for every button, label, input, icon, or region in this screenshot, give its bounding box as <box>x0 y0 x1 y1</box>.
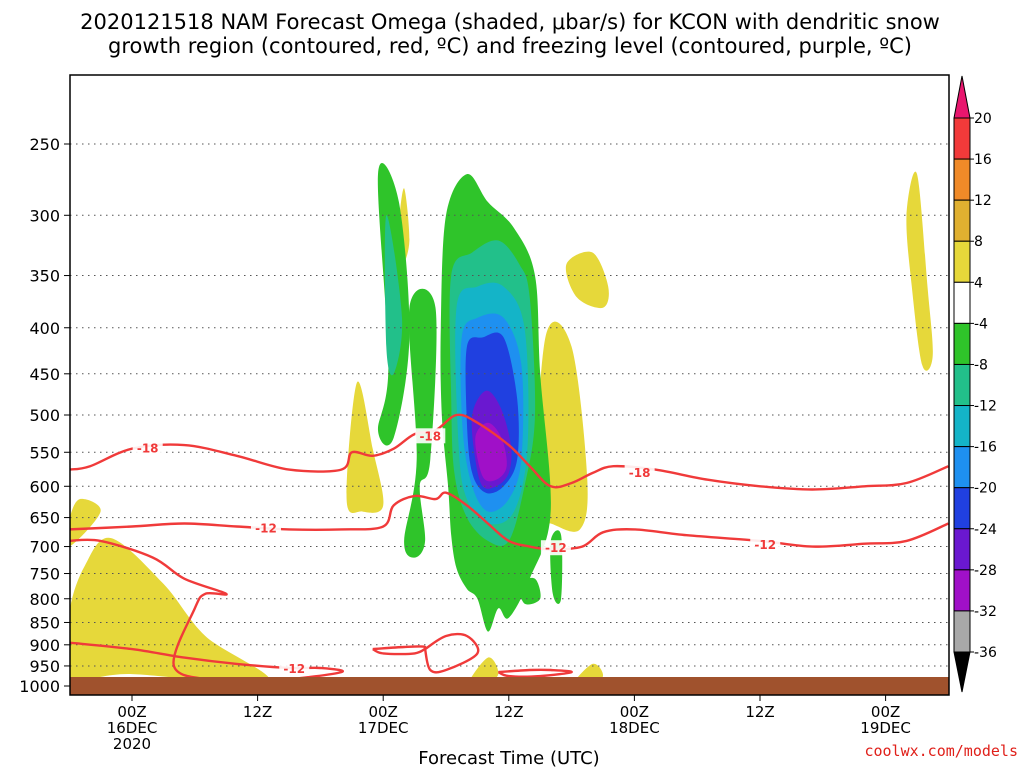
y-tick-label: 950 <box>29 657 60 676</box>
dgz-contours: -18 -18 -18 -12 -12 -12 -12 <box>70 413 949 685</box>
y-tick-label: 500 <box>29 406 60 425</box>
x-axis-label: Forecast Time (UTC) <box>418 748 599 768</box>
colorbar-bottom-arrow <box>953 651 971 693</box>
colorbar-swatch <box>953 569 971 612</box>
colorbar-label: -36 <box>974 645 997 661</box>
y-tick-label: 350 <box>29 267 60 286</box>
y-tick-label: 400 <box>29 319 60 338</box>
dgz-contour-line <box>372 645 427 656</box>
x-tick-label: 17DEC <box>358 719 409 737</box>
omega-region <box>70 498 101 547</box>
colorbar-label: -24 <box>974 522 997 538</box>
contour-label: -12 <box>283 662 305 676</box>
dgz-contour-line <box>497 668 573 678</box>
colorbar-swatch <box>953 117 971 160</box>
omega-region <box>346 381 384 514</box>
y-tick-label: 250 <box>29 135 60 154</box>
y-axis-ticks: 250 300 350 400 450 500 550 600 650 700 750 800 850 9… <box>19 135 70 696</box>
colorbar-label: 8 <box>974 234 983 250</box>
colorbar-swatch <box>953 363 971 407</box>
colorbar-label: -32 <box>974 604 997 620</box>
y-tick-label: 550 <box>29 443 60 462</box>
y-tick-label: 650 <box>29 509 60 528</box>
omega-region <box>384 215 403 376</box>
colorbar-swatch <box>953 610 971 653</box>
y-tick-label: 900 <box>29 636 60 655</box>
contour-label: -18 <box>629 466 651 480</box>
x-tick-label: 00Z <box>369 703 398 721</box>
omega-region <box>906 171 933 371</box>
y-tick-label: 300 <box>29 206 60 225</box>
chart-title-line1: 2020121518 NAM Forecast Omega (shaded, μ… <box>80 10 940 34</box>
colorbar-swatch <box>953 199 971 242</box>
colorbar-swatch <box>953 487 971 530</box>
contour-label: -12 <box>255 521 277 535</box>
contour-label: -12 <box>545 541 567 555</box>
contour-label-bg <box>540 540 571 556</box>
colorbar-swatch <box>953 446 971 489</box>
colorbar-swatch <box>953 528 971 571</box>
omega-region <box>70 537 270 684</box>
omega-region <box>565 251 609 309</box>
contour-label: -12 <box>754 538 776 552</box>
colorbar-label: -16 <box>974 440 997 456</box>
y-tick-label: 750 <box>29 565 60 584</box>
x-tick-label: 12Z <box>745 703 774 721</box>
y-tick-label: 850 <box>29 613 60 632</box>
x-tick-label: 00Z <box>620 703 649 721</box>
x-tick-label: 12Z <box>494 703 523 721</box>
chart-title-line2: growth region (contoured, red, ºC) and f… <box>108 34 912 58</box>
contour-label-bg <box>415 428 446 444</box>
contour-label: -18 <box>137 442 159 456</box>
colorbar-label: -12 <box>974 399 997 415</box>
colorbar-swatch <box>953 281 971 324</box>
contour-label-bg <box>132 440 163 456</box>
y-tick-label: 700 <box>29 538 60 557</box>
colorbar-label: 20 <box>974 111 992 127</box>
contour-label-bg <box>750 536 781 552</box>
colorbar-swatch <box>953 158 971 201</box>
y-tick-label: 1000 <box>19 677 60 696</box>
x-tick-label: 18DEC <box>609 719 660 737</box>
colorbar-label: 4 <box>974 275 983 291</box>
colorbar-swatch <box>953 240 971 283</box>
y-tick-label: 800 <box>29 590 60 609</box>
x-tick-label: 00Z <box>871 703 900 721</box>
dgz-contour-line <box>70 413 949 491</box>
x-tick-label: 16DEC <box>107 719 158 737</box>
contour-label-bg <box>279 660 310 676</box>
contour-label-bg <box>624 465 655 481</box>
x-tick-label: 2020 <box>113 735 151 753</box>
colorbar-label: -20 <box>974 481 997 497</box>
contour-label-bg <box>250 520 281 536</box>
colorbar-label: -28 <box>974 563 997 579</box>
colorbar-label: 16 <box>974 152 992 168</box>
colorbar-top-arrow <box>953 75 971 119</box>
colorbar-swatch <box>953 405 971 448</box>
y-tick-label: 600 <box>29 477 60 496</box>
ground-surface <box>70 677 949 695</box>
colorbar-label: -4 <box>974 316 988 332</box>
colorbar-swatch <box>953 322 971 365</box>
x-tick-label: 19DEC <box>860 719 911 737</box>
y-tick-label: 450 <box>29 365 60 384</box>
omega-region <box>404 288 437 558</box>
colorbar-label: -8 <box>974 357 988 373</box>
plot-frame <box>69 74 950 696</box>
contour-label: -18 <box>419 429 441 443</box>
colorbar-label: 12 <box>974 193 992 209</box>
dgz-contour-line <box>423 632 480 674</box>
omega-region <box>518 577 541 605</box>
credit-text: coolwx.com/models <box>864 742 1018 760</box>
x-tick-label: 00Z <box>117 703 146 721</box>
x-tick-label: 12Z <box>243 703 272 721</box>
colorbar: 20 16 12 8 4 -4 -8 -12 -16 -20 -24 -28 -32 -36 <box>953 75 997 693</box>
